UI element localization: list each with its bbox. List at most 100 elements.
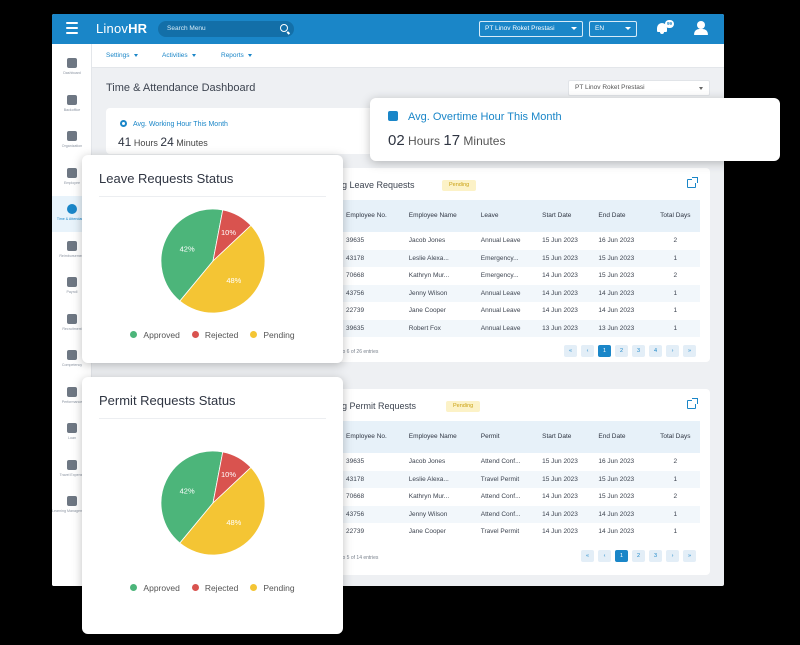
page-button[interactable]: 1 [598,345,611,357]
table-row[interactable]: 370668Kathryn Mur...Attend Conf...14 Jun… [324,488,700,506]
column-header[interactable]: Employee Name [404,200,477,232]
page-button[interactable]: » [683,550,696,562]
hamburger-menu-icon[interactable] [66,22,78,34]
page-button[interactable]: › [666,550,679,562]
pie-slice-pending[interactable] [179,466,266,556]
search-icon[interactable] [280,24,288,32]
sidebar-item-reimbursement[interactable]: Reimbursement [52,233,92,269]
column-header[interactable]: Permit [476,421,539,453]
legend-item-approved[interactable]: Approved [130,583,180,593]
table-row[interactable]: 370668Kathryn Mur...Emergency...14 Jun 2… [324,267,700,285]
table-cell: Emergency... [480,272,519,280]
column-header[interactable]: Employee Name [404,421,477,453]
page-button[interactable]: › [666,345,679,357]
sidebar-item-label: Employee [64,180,80,185]
user-avatar-icon[interactable] [694,21,708,36]
leave-pie-chart: 42% 10% 48% [160,208,266,314]
legend-item-rejected[interactable]: Rejected [191,330,238,340]
search-input[interactable]: Search Menu [158,21,294,37]
menu-activities[interactable]: Activities [162,52,196,59]
brand-logo[interactable]: LinovHR [96,21,147,36]
sidebar-item-label: Recruitment [62,326,82,331]
page-button[interactable]: 1 [615,550,628,562]
table-cell: Annual Leave [480,307,521,315]
external-link-icon[interactable] [687,177,698,188]
pie-slice-approved[interactable] [160,208,224,302]
page-button[interactable]: 3 [632,345,645,357]
column-header[interactable]: Start Date [538,200,595,232]
language-select[interactable]: EN [589,21,637,37]
menu-reports[interactable]: Reports [221,52,252,59]
avg-overtime-hours: 02 [388,132,405,149]
company-select[interactable]: PT Linov Roket Prestasi [479,21,583,37]
sidebar-item-competency[interactable]: Competency [52,342,92,378]
table-cell: 1 [673,307,678,315]
leave-pie-title: Leave Requests Status [99,171,234,186]
column-header[interactable]: Start Date [538,421,595,453]
sidebar-item-loan[interactable]: Loan [52,415,92,451]
page-button[interactable]: « [581,550,594,562]
page-button[interactable]: 3 [649,550,662,562]
table-cell: 15 Jun 2023 [594,470,651,488]
column-header[interactable]: End Date [594,200,651,232]
pie-slice-approved[interactable] [160,450,224,544]
legend-label: Rejected [204,583,239,593]
sidebar-item-learning-management-system[interactable]: Learning Management System [52,488,92,524]
sidebar-item-employee[interactable]: Employee [52,160,92,196]
table-cell: 15 Jun 2023 [542,458,578,466]
pie-data-label: 42% [180,244,195,253]
column-header[interactable]: Employee No. [342,421,405,453]
legend-item-pending[interactable]: Pending [250,330,295,340]
company-filter-select[interactable]: PT Linov Roket Prestasi [568,80,710,96]
sidebar-item-organization[interactable]: Organization [52,123,92,159]
page-button[interactable]: 2 [632,550,645,562]
sun-icon [120,120,127,127]
pie-slice-pending[interactable] [179,224,266,314]
sidebar-item-payroll[interactable]: Payroll [52,269,92,305]
notification-bell-icon[interactable] [656,22,668,34]
column-header[interactable]: End Date [594,421,651,453]
sidebar-item-travel-expense[interactable]: Travel Expense [52,452,92,488]
table-cell: 1 [650,470,700,488]
pie-data-label: 10% [221,470,236,479]
column-header[interactable]: Total Days [650,421,700,453]
sidebar-item-performance[interactable]: Performance [52,379,92,415]
legend-item-rejected[interactable]: Rejected [191,583,239,593]
table-cell: 14 Jun 2023 [598,528,635,536]
page-button[interactable]: ‹ [581,345,594,357]
sidebar-item-dashboard[interactable]: Dashboard [52,50,92,86]
sidebar-item-backoffice[interactable]: Backoffice [52,87,92,123]
page-button[interactable]: « [564,345,577,357]
page-button[interactable]: 4 [649,345,662,357]
column-header[interactable]: Total Days [650,200,700,232]
table-cell: Attend Conf... [476,505,539,523]
menu-settings[interactable]: Settings [106,52,138,59]
legend-item-approved[interactable]: Approved [130,330,180,340]
column-header[interactable]: Employee No. [342,200,405,232]
dashboard-icon [67,58,77,68]
table-cell: 15 Jun 2023 [538,470,595,488]
page-button[interactable]: » [683,345,696,357]
table-cell: 22739 [346,528,365,536]
briefcase-icon [67,94,77,105]
sidebar-item-recruitment[interactable]: Recruitment [52,306,92,342]
column-header[interactable]: Leave [476,200,539,232]
table-cell: 43178 [342,249,405,267]
entries-info: ng 1 to 5 of 14 entries [330,555,379,561]
page-button[interactable]: ‹ [598,550,611,562]
legend-item-pending[interactable]: Pending [250,583,295,593]
page-button[interactable]: 2 [615,345,628,357]
graduation-cap-icon [67,496,77,506]
table-cell: Attend Conf... [480,458,521,466]
external-link-icon[interactable] [687,398,698,409]
